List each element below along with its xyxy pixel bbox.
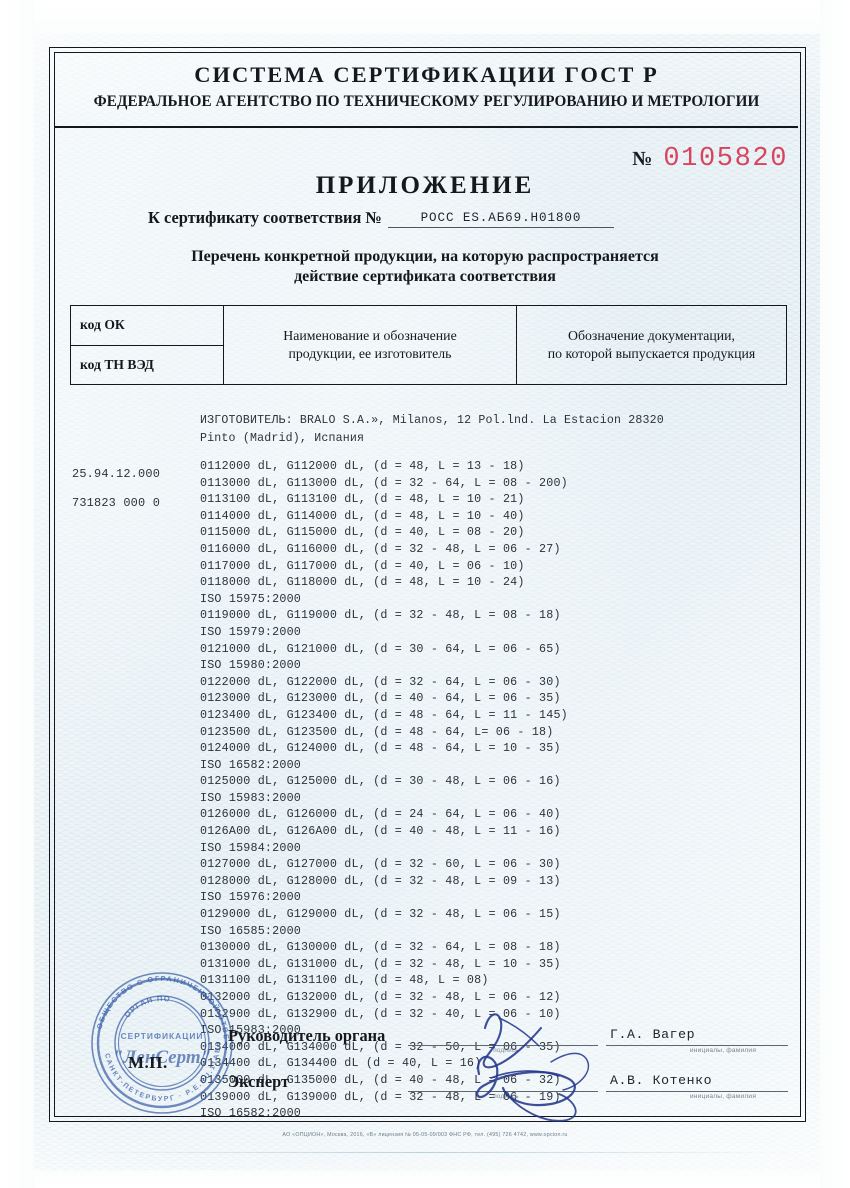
- manufacturer-line-2: Pinto (Madrid), Испания: [200, 431, 365, 445]
- serial-number: № 0105820: [632, 144, 788, 174]
- product-line: ISO 15983:2000: [200, 790, 301, 805]
- signatory-name-line-head: [606, 1045, 788, 1046]
- signature-caption-head: подпись: [493, 1047, 519, 1054]
- seal-mp-label: М.П.: [128, 1053, 168, 1072]
- product-line: 0126000 dL, G126000 dL, (d = 24 - 64, L …: [200, 807, 561, 822]
- table-header-doc-line-1: Обозначение документации,: [568, 328, 735, 343]
- product-line: 0123000 dL, G123000 dL, (d = 40 - 64, L …: [200, 691, 561, 706]
- signatory-name-expert: А.В. Котенко: [610, 1073, 713, 1088]
- product-line: 0131100 dL, G131100 dL, (d = 48, L = 08): [200, 973, 489, 988]
- classifier-codes: 25.94.12.000 731823 000 0: [72, 460, 160, 518]
- product-line: 0121000 dL, G121000 dL, (d = 30 - 64, L …: [200, 641, 561, 656]
- signature-role-head: Руководитель органа: [228, 1026, 386, 1045]
- product-line: 0113000 dL, G113000 dL, (d = 32 - 64, L …: [200, 475, 568, 490]
- product-line: 0131000 dL, G131000 dL, (d = 32 - 48, L …: [200, 956, 561, 971]
- product-line: 0113100 dL, G113100 dL, (d = 48, L = 10 …: [200, 492, 525, 507]
- product-line: 0134400 dL, G134400 dL (d = 40, L = 16): [200, 1056, 482, 1071]
- document-frame-inner: [54, 52, 801, 1117]
- signatory-name-caption-head: инициалы, фамилия: [689, 1047, 757, 1054]
- scope-line-1: Перечень конкретной продукции, на котору…: [191, 247, 659, 265]
- product-line: 0128000 dL, G128000 dL, (d = 32 - 48, L …: [200, 873, 561, 888]
- product-line: 0130000 dL, G130000 dL, (d = 32 - 64, L …: [200, 940, 561, 955]
- product-line: ISO 15980:2000: [200, 658, 301, 673]
- product-line: ISO 16585:2000: [200, 923, 301, 938]
- product-line: 0129000 dL, G129000 dL, (d = 32 - 48, L …: [200, 907, 561, 922]
- code-ok-value: 25.94.12.000: [72, 467, 161, 481]
- product-line: 0126A00 dL, G126A00 dL, (d = 40 - 48, L …: [200, 824, 561, 839]
- product-line: 0119000 dL, G119000 dL, (d = 32 - 48, L …: [200, 608, 561, 623]
- system-title: СИСТЕМА СЕРТИФИКАЦИИ ГОСТ Р: [194, 62, 659, 87]
- signature-caption-expert: подпись: [493, 1093, 519, 1100]
- product-line: 0117000 dL, G117000 dL, (d = 40, L = 06 …: [200, 558, 525, 573]
- certificate-reference-label: К сертификату соответствия №: [148, 208, 382, 227]
- product-line: ISO 16582:2000: [200, 757, 301, 772]
- product-line: 0116000 dL, G116000 dL, (d = 32 - 48, L …: [200, 541, 561, 556]
- signatory-name-line-expert: [606, 1091, 788, 1092]
- scope-statement: Перечень конкретной продукции, на котору…: [0, 246, 850, 286]
- product-line: 0122000 dL, G122000 dL, (d = 32 - 64, L …: [200, 674, 561, 689]
- product-line: 0132900 dL, G132900 dL, (d = 32 - 40, L …: [200, 1006, 561, 1021]
- signature-line-head: [408, 1045, 598, 1046]
- table-column-codes: код ОК код ТН ВЭД: [71, 306, 224, 384]
- product-line: 0123400 dL, G123400 dL, (d = 48 - 64, L …: [200, 707, 568, 722]
- table-header-code-ok: код ОК: [71, 306, 223, 346]
- certificate-reference-value: РОСС ES.АБ69.Н01800: [420, 211, 582, 225]
- product-line: 0124000 dL, G124000 dL, (d = 48 - 64, L …: [200, 741, 561, 756]
- product-line: ISO 15976:2000: [200, 890, 301, 905]
- certificate-reference-field: РОСС ES.АБ69.Н01800: [387, 208, 614, 228]
- signatory-name-caption-expert: инициалы, фамилия: [689, 1093, 757, 1100]
- footer-divider: [60, 1152, 795, 1153]
- scope-line-2: действие сертификата соответствия: [294, 267, 556, 285]
- page-title: ПРИЛОЖЕНИЕ: [315, 172, 535, 199]
- table-column-product-name: Наименование и обозначение продукции, ее…: [224, 306, 517, 384]
- document-header: СИСТЕМА СЕРТИФИКАЦИИ ГОСТ Р ФЕДЕРАЛЬНОЕ …: [55, 53, 798, 128]
- product-line: ISO 15984:2000: [200, 840, 301, 855]
- manufacturer-text: ИЗГОТОВИТЕЛЬ: BRALO S.A.», Milanos, 12 P…: [200, 412, 785, 447]
- product-line: 0125000 dL, G125000 dL, (d = 30 - 48, L …: [200, 774, 561, 789]
- signature-row-head: Руководитель органа подпись Г.А. Вагер и…: [228, 1022, 788, 1068]
- product-line: 0115000 dL, G115000 dL, (d = 40, L = 08 …: [200, 525, 525, 540]
- number-sign-glyph: №: [632, 148, 653, 170]
- product-line: 0118000 dL, G118000 dL, (d = 48, L = 10 …: [200, 575, 525, 590]
- serial-number-value: 0105820: [663, 144, 788, 174]
- signatory-name-head: Г.А. Вагер: [610, 1027, 696, 1042]
- product-list: 0112000 dL, G112000 dL, (d = 48, L = 13 …: [200, 458, 760, 1122]
- product-line: 0127000 dL, G127000 dL, (d = 32 - 60, L …: [200, 857, 561, 872]
- manufacturer-block: ИЗГОТОВИТЕЛЬ: BRALO S.A.», Milanos, 12 P…: [70, 412, 785, 447]
- product-line: 0132000 dL, G132000 dL, (d = 32 - 48, L …: [200, 990, 561, 1004]
- table-header-name-line-2: продукции, ее изготовитель: [288, 346, 452, 361]
- manufacturer-line-1: ИЗГОТОВИТЕЛЬ: BRALO S.A.», Milanos, 12 P…: [200, 414, 664, 427]
- document-frame-outer: [49, 47, 806, 1122]
- product-line: ISO 15979:2000: [200, 624, 301, 639]
- signature-role-expert: Эксперт: [228, 1072, 290, 1091]
- agency-title: ФЕДЕРАЛЬНОЕ АГЕНТСТВО ПО ТЕХНИЧЕСКОМУ РЕ…: [93, 93, 760, 110]
- table-header-code-tnved: код ТН ВЭД: [80, 356, 154, 372]
- product-line: ISO 15975:2000: [200, 591, 301, 606]
- table-header-doc-line-2: по которой выпускается продукция: [547, 346, 756, 361]
- signature-line-expert: [408, 1091, 598, 1092]
- product-table-header: код ОК код ТН ВЭД Наименование и обознач…: [70, 305, 787, 385]
- product-line: 0112000 dL, G112000 dL, (d = 48, L = 13 …: [200, 459, 525, 473]
- certificate-reference: К сертификату соответствия № РОСС ES.АБ6…: [148, 208, 708, 228]
- code-tnved-value: 731823 000 0: [72, 496, 161, 510]
- product-line: 0123500 dL, G123500 dL, (d = 48 - 64, L=…: [200, 724, 554, 739]
- table-column-documentation: Обозначение документации, по которой вып…: [517, 306, 786, 384]
- product-line: 0114000 dL, G114000 dL, (d = 48, L = 10 …: [200, 508, 525, 523]
- signature-row-expert: Эксперт подпись А.В. Котенко инициалы, ф…: [228, 1068, 788, 1114]
- signature-block: Руководитель органа подпись Г.А. Вагер и…: [228, 1022, 788, 1114]
- table-header-name-line-1: Наименование и обозначение: [283, 328, 457, 343]
- footer-fine-print: АО «ОПЦИОН», Москва, 2016, «В» лицензия …: [282, 1132, 568, 1138]
